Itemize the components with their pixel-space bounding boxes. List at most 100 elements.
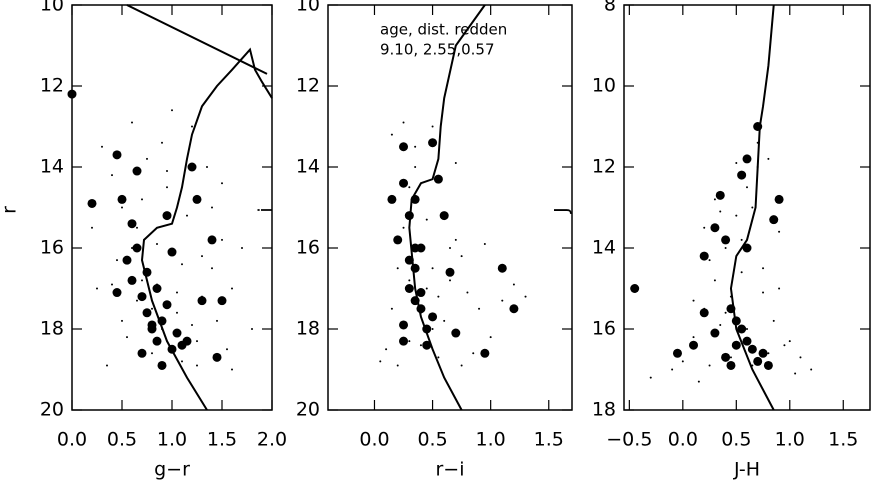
field-star	[181, 360, 183, 363]
member-star	[509, 304, 519, 314]
field-star	[201, 255, 203, 258]
field-star	[719, 323, 722, 326]
field-star	[729, 356, 732, 359]
field-star	[431, 267, 434, 270]
member-star	[774, 194, 784, 204]
field-star	[794, 372, 797, 375]
member-star	[172, 328, 182, 338]
field-star	[746, 328, 748, 330]
y-tick-label: 18	[296, 318, 320, 340]
member-star	[742, 154, 752, 164]
field-star	[466, 291, 469, 294]
member-star	[187, 162, 197, 172]
member-star	[217, 296, 227, 306]
y-tick-label: 16	[592, 318, 616, 340]
field-star	[211, 206, 213, 209]
x-axis-label: J-H	[733, 459, 760, 481]
field-star	[649, 376, 652, 379]
field-star	[810, 368, 813, 371]
y-tick-label: 8	[604, 0, 616, 16]
member-star	[404, 284, 414, 293]
field-star	[762, 267, 765, 270]
y-axis-label: J	[551, 207, 573, 214]
field-star	[131, 121, 133, 124]
field-star	[181, 263, 183, 266]
field-star	[186, 214, 188, 217]
field-star	[106, 364, 108, 367]
field-star	[724, 311, 727, 314]
member-star	[753, 356, 763, 366]
member-star	[152, 284, 162, 293]
field-star	[414, 166, 417, 168]
field-star	[126, 336, 128, 339]
field-star	[419, 344, 422, 347]
field-star	[489, 336, 492, 339]
y-tick-label: 16	[40, 237, 64, 259]
annotation: age, dist. redden	[380, 21, 507, 39]
member-star	[87, 198, 97, 208]
field-star	[512, 283, 515, 286]
field-star	[226, 348, 228, 351]
field-star	[783, 344, 786, 347]
member-star	[497, 263, 507, 273]
x-tick-label: 1.5	[534, 429, 564, 451]
x-tick-label: 1.0	[775, 429, 805, 451]
member-star	[480, 348, 490, 358]
field-star	[379, 360, 382, 363]
field-star	[703, 226, 706, 229]
member-star	[182, 336, 192, 346]
field-star	[740, 238, 743, 241]
field-star	[460, 364, 463, 367]
member-star	[112, 150, 122, 160]
member-star	[428, 138, 438, 148]
field-star	[762, 291, 765, 294]
member-star	[737, 170, 747, 180]
field-star	[708, 259, 711, 262]
field-star	[735, 161, 738, 164]
field-star	[437, 356, 440, 359]
x-tick-label: 0.5	[417, 429, 447, 451]
field-star	[101, 145, 103, 148]
member-star	[672, 348, 682, 358]
y-tick-label: 12	[592, 156, 616, 178]
field-star	[671, 368, 674, 371]
member-star	[742, 243, 752, 253]
field-star	[767, 352, 770, 355]
field-star	[746, 186, 748, 189]
field-star	[437, 295, 440, 298]
member-star	[192, 194, 202, 204]
field-star	[681, 360, 684, 363]
member-star	[117, 194, 127, 204]
field-star	[91, 226, 93, 229]
y-tick-label: 12	[296, 75, 320, 97]
field-star	[151, 352, 153, 355]
x-axis-label: r−i	[435, 459, 464, 481]
field-star	[483, 242, 486, 245]
field-star	[141, 279, 143, 282]
member-star	[721, 235, 731, 245]
field-star	[116, 259, 118, 262]
member-star	[699, 251, 709, 261]
member-star	[433, 174, 443, 184]
field-star	[96, 287, 98, 290]
field-star	[713, 279, 716, 282]
field-star	[121, 206, 123, 209]
field-star	[402, 121, 405, 124]
field-star	[454, 238, 457, 241]
y-tick-label: 20	[296, 399, 320, 421]
field-star	[206, 166, 208, 168]
member-star	[769, 215, 779, 225]
field-star	[402, 226, 405, 229]
member-star	[399, 336, 409, 346]
field-star	[425, 287, 428, 290]
member-star	[147, 320, 157, 330]
field-star	[251, 328, 253, 330]
field-star	[396, 267, 399, 270]
isochrone	[140, 47, 273, 411]
y-tick-label: 10	[592, 75, 616, 97]
field-star	[161, 141, 163, 144]
x-tick-label: 1.0	[157, 429, 187, 451]
field-star	[719, 210, 722, 213]
field-star	[196, 340, 198, 343]
member-star	[726, 360, 736, 370]
